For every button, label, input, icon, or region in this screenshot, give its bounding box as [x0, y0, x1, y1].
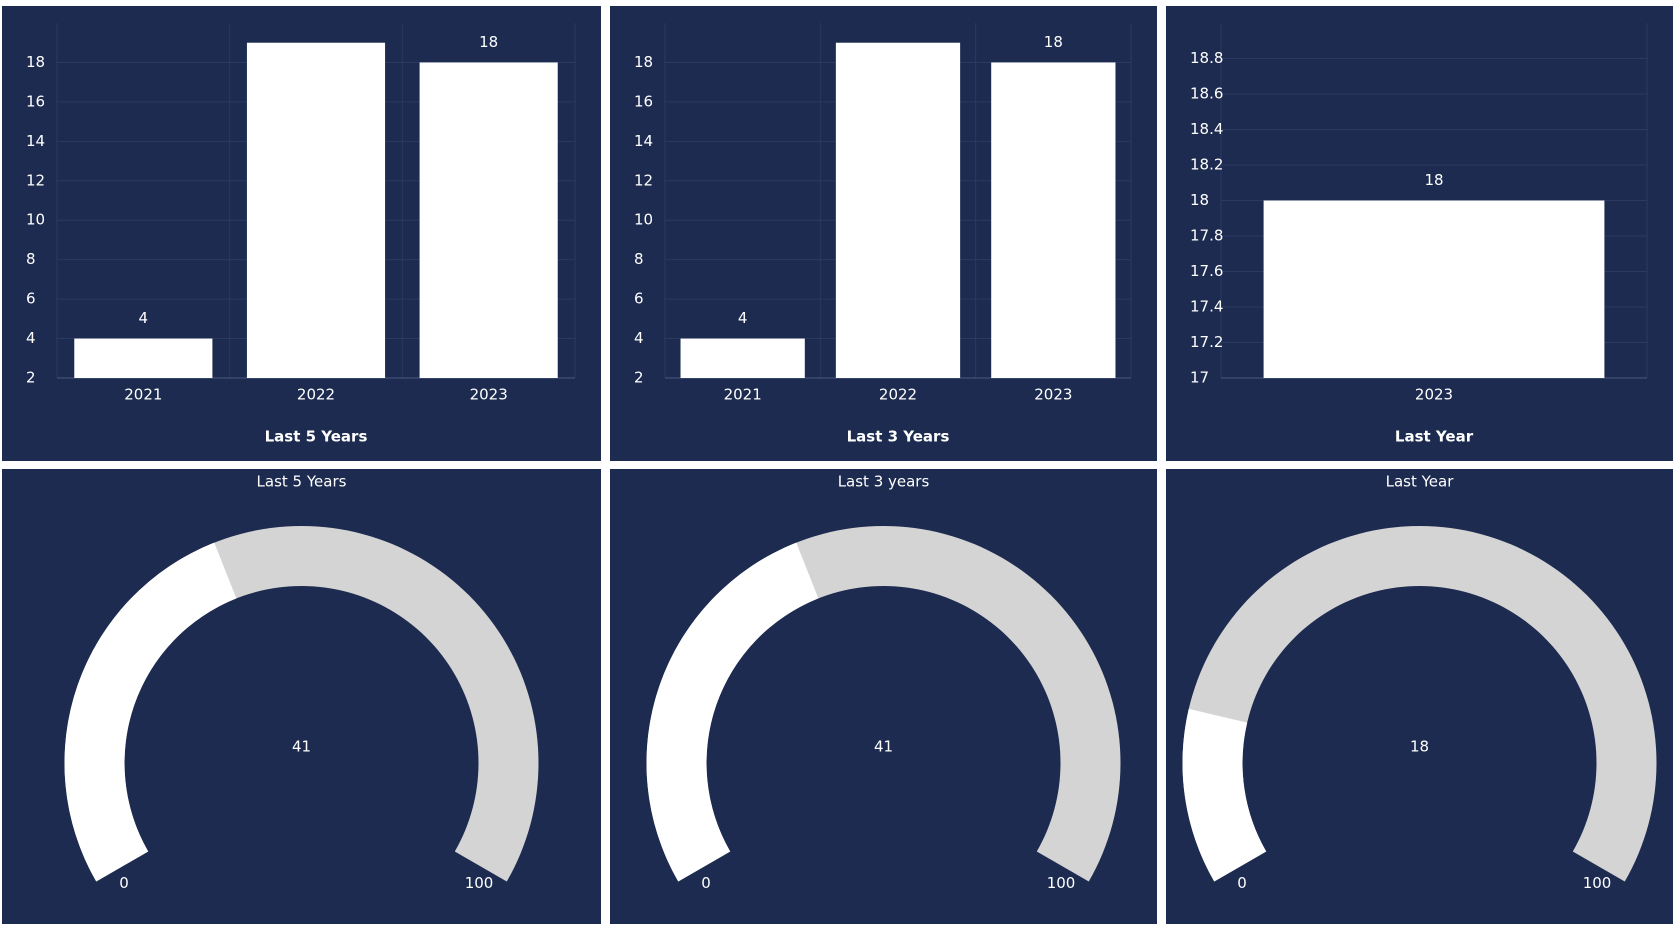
x-tick-label: 2022: [879, 386, 917, 404]
y-tick-label: 14: [634, 132, 653, 150]
gauge-fill: [646, 542, 819, 882]
bar: [680, 338, 805, 378]
bar: [835, 42, 961, 378]
chart-title: Last 3 Years: [847, 428, 950, 446]
data-label: 4: [738, 309, 748, 327]
gauge-min: 0: [701, 874, 711, 892]
y-tick-label: 16: [634, 92, 653, 110]
x-tick-label: 2023: [470, 386, 508, 404]
y-tick-label: 10: [634, 211, 653, 229]
chart-title: Last Year: [1395, 428, 1474, 446]
data-label: 18: [1424, 171, 1443, 189]
x-tick-label: 2023: [1034, 386, 1072, 404]
y-tick-label: 18: [1190, 191, 1209, 209]
y-tick-label: 2: [634, 369, 644, 387]
bar-panel: 17 17.2 17.4 17.6 17.8 18 18.2 18.4 18.6 18.8 18 20…: [1166, 6, 1673, 461]
gauge-panel: Last 3 years 41 0 100: [610, 469, 1157, 924]
x-tick-label: 2021: [124, 386, 162, 404]
y-tick-label: 6: [634, 290, 644, 308]
y-tick-label: 17.2: [1190, 333, 1223, 351]
y-tick-label: 17.4: [1190, 298, 1223, 316]
y-tick-label: 8: [26, 250, 36, 268]
y-tick-label: 18: [634, 53, 653, 71]
y-tick-label: 18: [26, 53, 45, 71]
y-tick-label: 10: [26, 211, 45, 229]
bar: [246, 42, 386, 378]
gauge-max: 100: [465, 874, 494, 892]
y-tick-label: 18.8: [1190, 49, 1223, 67]
y-tick-label: 18.4: [1190, 120, 1223, 138]
y-tick-label: 12: [634, 171, 653, 189]
y-tick-label: 17: [1190, 369, 1209, 387]
y-tick-label: 17.8: [1190, 227, 1223, 245]
chart-title: Last 5 Years: [265, 428, 368, 446]
gauge-max: 100: [1583, 874, 1612, 892]
data-label: 18: [479, 33, 498, 51]
bar: [74, 338, 213, 378]
y-tick-label: 4: [634, 329, 644, 347]
y-tick-label: 6: [26, 290, 36, 308]
y-tick-label: 17.6: [1190, 262, 1223, 280]
x-tick-label: 2021: [724, 386, 762, 404]
bar: [419, 62, 558, 378]
gauge-panel: Last 5 Years 41 0 100: [2, 469, 601, 924]
bar: [991, 62, 1116, 378]
bar: [1263, 200, 1605, 378]
y-tick-label: 18.2: [1190, 156, 1223, 174]
gauge-title: Last 5 Years: [257, 473, 347, 491]
gauge-value: 18: [1410, 738, 1429, 756]
bar-panel: 2 4 6 8 10 12 14 16 18 4 2021 2022 18 2023 Last 3 Year…: [610, 6, 1157, 461]
y-tick-label: 4: [26, 329, 36, 347]
bar-panel: 2 4 6 8 10 12 14 16 18 4 2021 2022 18 2023 Last 5 Year…: [2, 6, 601, 461]
y-tick-label: 2: [26, 369, 36, 387]
gauge-title: Last Year: [1386, 473, 1455, 491]
gauge-max: 100: [1047, 874, 1076, 892]
gauge-title: Last 3 years: [838, 473, 930, 491]
data-label: 18: [1044, 33, 1063, 51]
x-tick-label: 2023: [1415, 386, 1453, 404]
gauge-min: 0: [119, 874, 129, 892]
gauge-track: [1182, 525, 1657, 882]
gauge-panel: Last Year 18 0 100: [1166, 469, 1673, 924]
y-tick-label: 8: [634, 250, 644, 268]
y-tick-label: 16: [26, 92, 45, 110]
gauge-fill: [1182, 708, 1267, 882]
x-tick-label: 2022: [297, 386, 335, 404]
y-tick-label: 12: [26, 171, 45, 189]
y-tick-label: 18.6: [1190, 85, 1223, 103]
gauge-min: 0: [1237, 874, 1247, 892]
data-label: 4: [139, 309, 149, 327]
gauge-value: 41: [292, 738, 311, 756]
y-tick-label: 14: [26, 132, 45, 150]
gauge-value: 41: [874, 738, 893, 756]
gauge-fill: [64, 542, 237, 882]
